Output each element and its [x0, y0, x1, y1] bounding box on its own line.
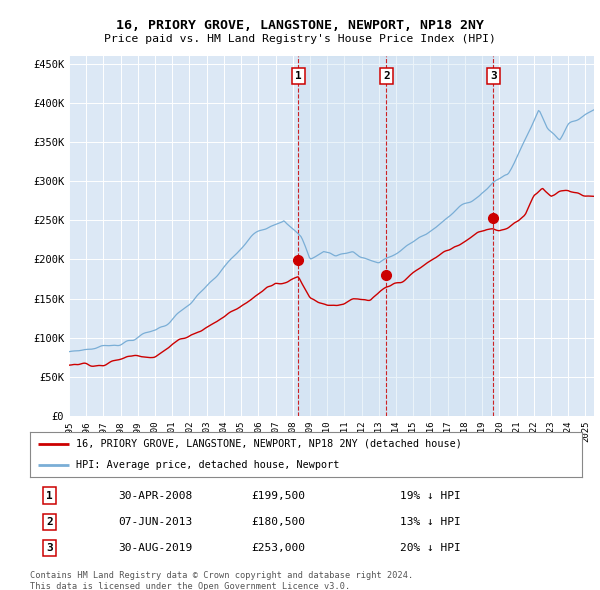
- Text: 30-APR-2008: 30-APR-2008: [118, 490, 193, 500]
- Bar: [298, 56, 493, 416]
- Text: HPI: Average price, detached house, Newport: HPI: Average price, detached house, Newp…: [76, 460, 339, 470]
- Text: £199,500: £199,500: [251, 490, 305, 500]
- Text: 1: 1: [46, 490, 53, 500]
- Text: 16, PRIORY GROVE, LANGSTONE, NEWPORT, NP18 2NY: 16, PRIORY GROVE, LANGSTONE, NEWPORT, NP…: [116, 19, 484, 32]
- Text: 30-AUG-2019: 30-AUG-2019: [118, 543, 193, 553]
- Text: Contains HM Land Registry data © Crown copyright and database right 2024.
This d: Contains HM Land Registry data © Crown c…: [30, 571, 413, 590]
- Text: 13% ↓ HPI: 13% ↓ HPI: [400, 517, 461, 527]
- Text: 1: 1: [295, 71, 302, 81]
- Text: 19% ↓ HPI: 19% ↓ HPI: [400, 490, 461, 500]
- Text: Price paid vs. HM Land Registry's House Price Index (HPI): Price paid vs. HM Land Registry's House …: [104, 34, 496, 44]
- Text: 3: 3: [490, 71, 497, 81]
- Text: 07-JUN-2013: 07-JUN-2013: [118, 517, 193, 527]
- Text: £253,000: £253,000: [251, 543, 305, 553]
- Text: £180,500: £180,500: [251, 517, 305, 527]
- Text: 2: 2: [383, 71, 390, 81]
- Text: 2: 2: [46, 517, 53, 527]
- Text: 3: 3: [46, 543, 53, 553]
- Text: 16, PRIORY GROVE, LANGSTONE, NEWPORT, NP18 2NY (detached house): 16, PRIORY GROVE, LANGSTONE, NEWPORT, NP…: [76, 439, 461, 449]
- Text: 20% ↓ HPI: 20% ↓ HPI: [400, 543, 461, 553]
